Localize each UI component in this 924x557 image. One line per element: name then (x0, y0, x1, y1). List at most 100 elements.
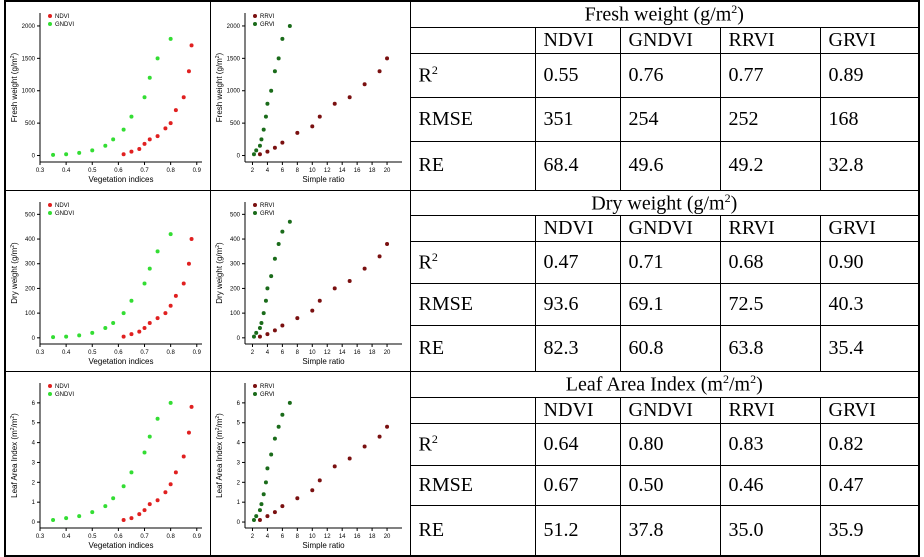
legend-label: NDVI (55, 384, 70, 390)
x-tick-label: 6 (280, 168, 284, 174)
row-label: RMSE (409, 96, 536, 142)
value-cell: 0.77 (719, 52, 821, 98)
column-header: GRVI (819, 396, 920, 424)
y-tick-label: 6 (32, 401, 36, 407)
legend-marker (252, 384, 257, 389)
text-part: RE (418, 337, 445, 360)
point (64, 516, 69, 521)
x-tick-label: 0.7 (140, 168, 149, 174)
data-row: RMSE 0.67 0.50 0.46 0.47 (5, 464, 920, 506)
legend-marker (252, 14, 257, 19)
point (137, 512, 142, 517)
legend-marker (252, 392, 257, 397)
column-header: GNDVI (619, 215, 721, 243)
point (163, 490, 168, 495)
legend-marker (48, 210, 52, 215)
point (309, 124, 314, 129)
value-cell: 40.3 (819, 283, 920, 327)
header-row: NDVI GNDVI RRVI GRVI (5, 26, 920, 54)
point (317, 114, 322, 119)
value-cell: 37.8 (619, 504, 721, 557)
title-row: 0.3 0.4 0.5 0.6 0.7 0.8 0.9 0 500 1000 1500 2000 Veg… (4, 0, 920, 191)
y-tick-label: 3 (236, 461, 240, 467)
x-tick-label: 14 (338, 350, 345, 356)
x-tick-label: 0.7 (140, 350, 149, 356)
text-part: Leaf Area Index (m (565, 373, 723, 396)
legend-marker (48, 392, 52, 397)
point (155, 316, 160, 321)
point (147, 76, 152, 81)
column-header: NDVI (534, 26, 621, 54)
point (189, 43, 194, 48)
table-title: Leaf Area Index (m2/m2) (409, 371, 920, 398)
y-tick-label: 500 (25, 212, 36, 218)
point (173, 470, 178, 475)
point (90, 330, 95, 335)
y-tick-label: 5 (32, 421, 36, 427)
point (51, 518, 56, 523)
x-tick-label: 12 (323, 168, 330, 174)
point (377, 435, 382, 440)
y-tick-label: 4 (236, 441, 240, 447)
row-label: RE (409, 325, 536, 373)
plot-cell: 2 4 6 8 10 12 14 16 18 20 0 1 2 3 4 5 6 Simple ratio Leaf … (209, 371, 411, 557)
x-tick-label: 0.5 (88, 534, 97, 540)
point (251, 518, 256, 523)
point (163, 126, 168, 131)
value-cell: 0.67 (534, 464, 621, 506)
row-label: R2 (409, 422, 536, 466)
title-row: 0.3 0.4 0.5 0.6 0.7 0.8 0.9 0 1 2 3 4 5 6 Vegetation i… (4, 371, 920, 557)
text-part: RMSE (418, 293, 473, 316)
text-part: Leaf Area Index (m (215, 430, 224, 498)
point (111, 320, 116, 325)
y-tick-label: 2000 (226, 24, 240, 30)
point (287, 219, 292, 224)
value-cell: 49.6 (619, 140, 721, 191)
y-tick-label: 2000 (22, 24, 36, 30)
point (142, 281, 147, 286)
x-tick-label: 0.4 (62, 168, 71, 174)
value-cell: 0.50 (619, 464, 721, 506)
y-tick-label: 400 (25, 237, 36, 243)
point (264, 286, 269, 291)
point (168, 482, 173, 487)
scatter-plot: 0.3 0.4 0.5 0.6 0.7 0.8 0.9 0 1 2 3 4 5 6 Vegetation i… (10, 383, 202, 550)
superscript: 2 (431, 432, 438, 447)
column-header: GNDVI (619, 396, 721, 424)
point (253, 514, 258, 519)
superscript: 2 (431, 250, 438, 265)
text-part: RMSE (418, 473, 473, 496)
x-tick-label: 0.9 (193, 350, 202, 356)
y-tick-label: 300 (25, 262, 36, 268)
point (264, 332, 269, 337)
text-part: /m (10, 419, 19, 428)
value-cell: 0.68 (719, 241, 821, 285)
point (279, 504, 284, 509)
value-cell: 254 (619, 96, 721, 142)
point (142, 142, 147, 147)
point (377, 254, 382, 259)
point (261, 492, 266, 497)
y-tick-label: 0 (236, 154, 240, 160)
legend-label: GNDVI (55, 392, 74, 398)
point (264, 149, 269, 154)
value-cell: 0.47 (534, 241, 621, 285)
row-label: RMSE (409, 283, 536, 327)
point (317, 478, 322, 483)
row-label: RE (409, 504, 536, 557)
value-cell: 68.4 (534, 140, 621, 191)
point (129, 114, 134, 119)
value-cell: 69.1 (619, 283, 721, 327)
x-tick-label: 20 (383, 534, 390, 540)
plot-cell: 0.3 0.4 0.5 0.6 0.7 0.8 0.9 0 100 200 300 400 500 Veg… (4, 189, 211, 373)
text-part: ) (10, 53, 19, 56)
value-cell: 0.64 (534, 422, 621, 466)
point (272, 69, 277, 74)
x-tick-label: 10 (308, 350, 315, 356)
value-cell: 63.8 (719, 325, 821, 373)
legend-marker (252, 202, 257, 207)
point (263, 480, 268, 485)
x-axis-label: Simple ratio (302, 541, 345, 550)
y-tick-label: 0 (32, 154, 36, 160)
